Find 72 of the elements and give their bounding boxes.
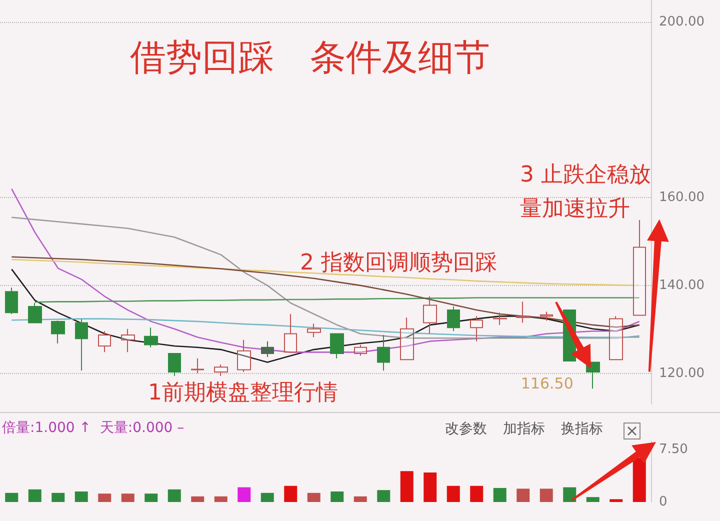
candlestick [609, 316, 623, 360]
bar [330, 491, 344, 502]
annotation: 116.50 [520, 374, 574, 393]
bar [563, 487, 576, 502]
candlestick [214, 364, 228, 376]
bar [214, 496, 228, 502]
bar [307, 492, 320, 502]
bar [284, 486, 298, 502]
candlestick [493, 312, 507, 326]
bar [493, 488, 506, 502]
y-tick-label: 120.00 [659, 366, 704, 381]
candlestick [168, 353, 181, 376]
bar [424, 472, 437, 502]
text: 借势回踩 条件及细节 [130, 38, 490, 78]
y-tick-label: 160.00 [659, 190, 704, 206]
bar [632, 458, 646, 502]
annotation: 3 止跌企稳放量加速拉升 [520, 162, 651, 222]
line-series [10, 188, 640, 353]
y-tick-label: 7.50 [659, 442, 688, 457]
y-tick-label: 0 [659, 494, 668, 510]
bar [5, 492, 18, 502]
bar [610, 499, 623, 502]
bar [144, 494, 158, 502]
candlestick [307, 323, 321, 338]
candlestick [28, 302, 42, 324]
chart-title: 倍量:1.000 ↑ 天量:0.000 – [2, 420, 184, 436]
candlestick [633, 220, 646, 316]
candlestick [330, 333, 344, 359]
line-series [10, 216, 640, 339]
candlestick [447, 306, 460, 332]
bar [52, 492, 65, 502]
bar [516, 488, 530, 502]
candlestick [423, 296, 437, 334]
candlestick [98, 330, 111, 353]
bar [586, 497, 600, 502]
bar [74, 491, 88, 502]
line-series [10, 318, 640, 338]
bar [28, 489, 42, 502]
candlestick [121, 328, 135, 353]
candlestick [516, 301, 530, 324]
candlestick [470, 316, 483, 342]
bar [540, 488, 553, 502]
candlestick [51, 320, 65, 344]
candlestick [354, 344, 367, 356]
candlestick [400, 316, 414, 360]
candlestick [261, 340, 274, 358]
bar [354, 496, 367, 502]
bar [238, 487, 251, 502]
text: 换指标 [561, 421, 603, 437]
text: 加指标 [503, 421, 545, 437]
candlestick [75, 318, 88, 372]
bar [191, 496, 204, 502]
candlestick [191, 358, 204, 374]
annotation: 2 指数回调顺势回踩 [300, 250, 497, 276]
bar [168, 489, 181, 502]
candlestick [5, 287, 18, 314]
bar [446, 486, 460, 502]
bar [260, 492, 274, 502]
text: 改参数 [445, 421, 487, 437]
bar [470, 486, 484, 502]
candlestick [144, 327, 158, 348]
candlestick [377, 334, 390, 372]
bar [400, 471, 414, 502]
bar [377, 490, 390, 502]
y-tick-label: 140.00 [659, 278, 704, 293]
candlestick [540, 311, 553, 322]
bar [98, 494, 112, 502]
y-tick-label: 200.00 [659, 14, 704, 30]
candlestick [237, 339, 251, 372]
candlestick [284, 313, 297, 353]
bar [121, 494, 134, 502]
annotation: 1前期横盘整理行情 [148, 380, 338, 406]
